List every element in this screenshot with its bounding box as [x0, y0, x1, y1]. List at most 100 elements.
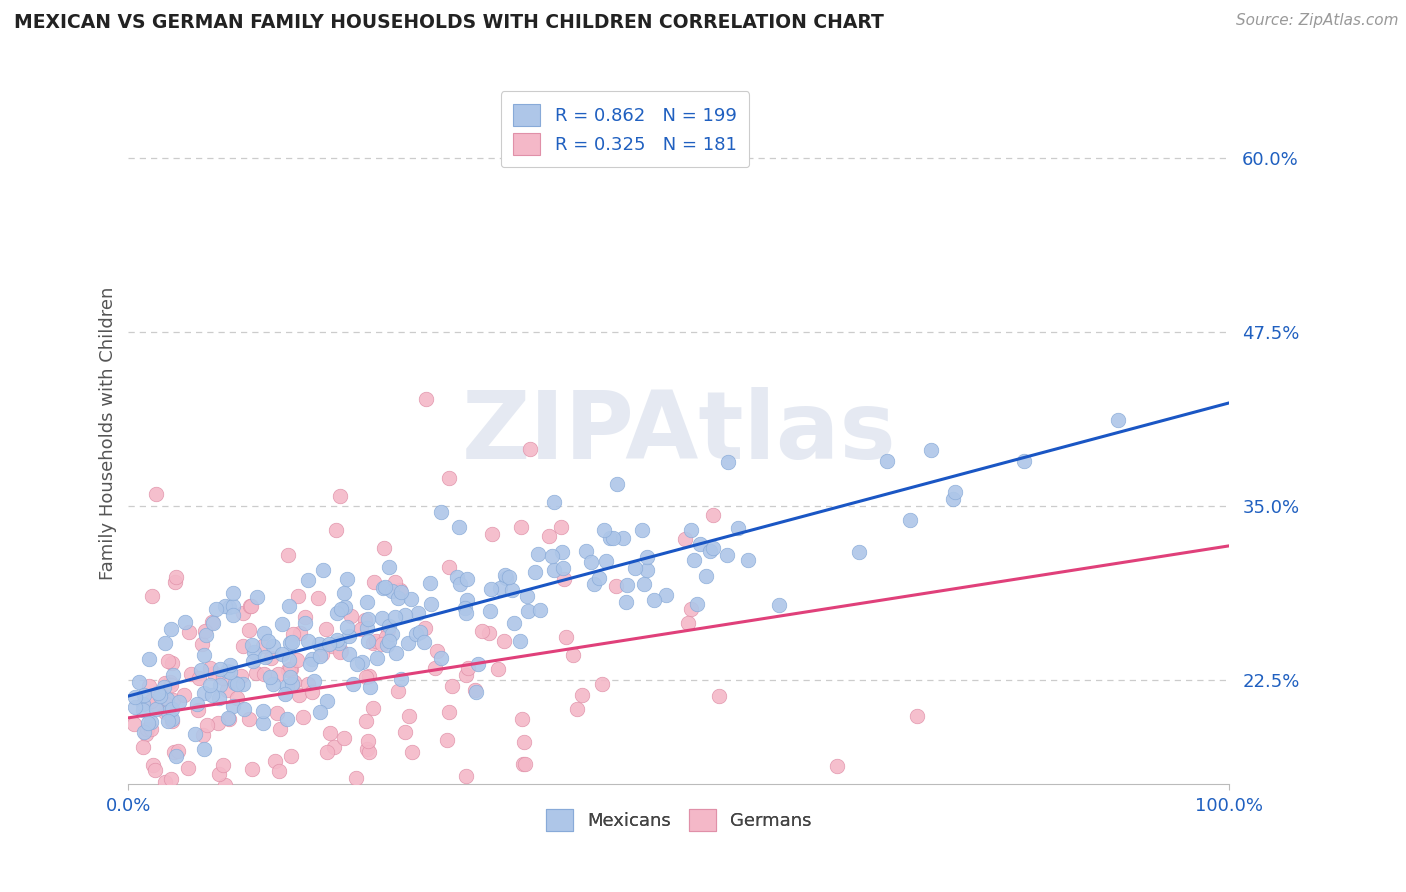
Point: [467, 657, 489, 671]
Point: [132, 688, 155, 702]
Point: [624, 561, 647, 575]
Point: [513, 756, 536, 771]
Point: [543, 495, 565, 509]
Point: [304, 674, 326, 689]
Point: [361, 636, 384, 650]
Point: [242, 645, 264, 659]
Point: [214, 778, 236, 792]
Point: [267, 764, 290, 778]
Point: [470, 624, 492, 639]
Point: [193, 686, 215, 700]
Point: [186, 697, 208, 711]
Point: [141, 589, 163, 603]
Point: [219, 658, 242, 673]
Point: [277, 599, 299, 613]
Point: [207, 716, 229, 731]
Point: [498, 570, 520, 584]
Point: [943, 485, 966, 500]
Point: [315, 622, 337, 636]
Point: [679, 601, 702, 615]
Point: [294, 615, 316, 630]
Point: [205, 602, 228, 616]
Point: [252, 704, 274, 718]
Point: [333, 731, 356, 745]
Point: [143, 763, 166, 777]
Point: [253, 667, 276, 681]
Point: [321, 639, 343, 653]
Point: [280, 748, 302, 763]
Point: [437, 560, 460, 574]
Point: [166, 744, 188, 758]
Point: [398, 709, 420, 723]
Point: [898, 513, 921, 527]
Point: [447, 519, 470, 533]
Point: [488, 791, 510, 805]
Point: [132, 703, 155, 717]
Point: [157, 705, 180, 719]
Point: [709, 689, 731, 703]
Point: [305, 791, 328, 805]
Point: [124, 690, 146, 705]
Point: [242, 762, 264, 776]
Point: [612, 531, 634, 545]
Point: [385, 646, 408, 660]
Point: [454, 667, 477, 681]
Point: [163, 745, 186, 759]
Point: [876, 454, 898, 468]
Point: [737, 553, 759, 567]
Point: [281, 676, 304, 690]
Point: [288, 625, 311, 640]
Point: [454, 601, 477, 615]
Point: [276, 791, 298, 805]
Point: [465, 787, 488, 801]
Point: [456, 607, 478, 621]
Point: [350, 622, 373, 636]
Point: [449, 577, 471, 591]
Point: [377, 624, 399, 638]
Point: [273, 687, 295, 701]
Point: [319, 725, 342, 739]
Point: [138, 652, 160, 666]
Point: [180, 667, 202, 681]
Point: [337, 647, 360, 661]
Point: [236, 791, 259, 805]
Point: [426, 643, 449, 657]
Point: [374, 630, 396, 644]
Point: [727, 521, 749, 535]
Point: [510, 520, 533, 534]
Point: [354, 670, 377, 684]
Point: [406, 606, 429, 620]
Point: [299, 657, 322, 672]
Point: [229, 669, 252, 683]
Point: [160, 712, 183, 726]
Point: [153, 706, 176, 720]
Point: [523, 565, 546, 579]
Point: [371, 637, 394, 651]
Point: [630, 524, 652, 538]
Point: [357, 633, 380, 648]
Point: [277, 549, 299, 563]
Point: [527, 791, 550, 805]
Point: [136, 723, 159, 737]
Point: [142, 758, 165, 772]
Point: [191, 637, 214, 651]
Point: [262, 639, 284, 653]
Point: [202, 615, 225, 630]
Point: [456, 592, 478, 607]
Point: [503, 615, 526, 630]
Point: [252, 791, 274, 805]
Point: [356, 621, 378, 635]
Point: [276, 679, 298, 693]
Point: [120, 791, 142, 805]
Point: [387, 591, 409, 605]
Point: [239, 599, 262, 614]
Point: [593, 523, 616, 537]
Point: [356, 595, 378, 609]
Point: [262, 677, 284, 691]
Point: [374, 580, 396, 594]
Point: [238, 712, 260, 726]
Point: [465, 685, 488, 699]
Point: [311, 647, 333, 661]
Point: [177, 760, 200, 774]
Point: [481, 582, 503, 596]
